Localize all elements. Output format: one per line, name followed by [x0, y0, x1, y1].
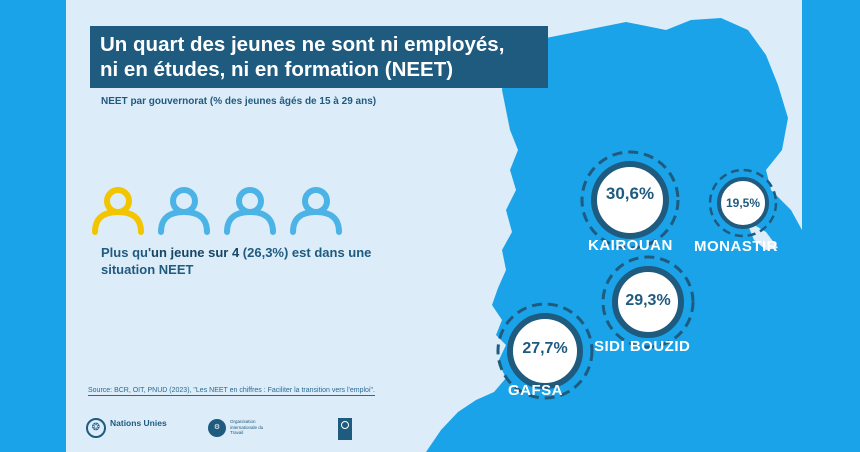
gafsa-value: 27,7% — [522, 340, 568, 357]
person-icon — [224, 187, 276, 235]
kairouan-value: 30,6% — [605, 184, 655, 203]
source-note: Source: BCR, OIT, PNUD (2023), "Les NEET… — [88, 387, 375, 396]
stat-text: Plus qu'un jeune sur 4 (26,3%) est dans … — [101, 244, 381, 278]
person-icon — [290, 187, 342, 235]
oit-emblem-icon: ⚙ — [208, 419, 226, 437]
stat-suffix: (26,3%) est dans une situation NEET — [101, 245, 372, 277]
stat-prefix: Plus qu' — [101, 245, 152, 260]
title-line-2: ni en études, ni en formation (NEET) — [100, 58, 454, 81]
subtitle: NEET par gouvernorat (% des jeunes âgés … — [101, 96, 377, 107]
person-icon — [158, 187, 210, 235]
stat-emphasis: un jeune sur 4 — [151, 245, 240, 260]
un-logo-text: Nations Unies — [110, 418, 167, 428]
sidi-bouzid-circle — [601, 255, 695, 349]
title-box: Un quart des jeunes ne sont ni employés,… — [90, 26, 548, 88]
un-emblem-icon: ❂ — [86, 418, 106, 438]
gafsa-circle — [496, 302, 594, 400]
person-icon-highlighted — [92, 187, 144, 235]
infographic-panel: Un quart des jeunes ne sont ni employés,… — [66, 0, 802, 452]
sidi-bouzid-label: SIDI BOUZID — [594, 338, 691, 355]
oit-logo-text: Organisation internationale du Travail — [230, 419, 264, 435]
pnud-emblem-icon — [341, 421, 349, 429]
sidi-bouzid-value: 29,3% — [625, 292, 671, 309]
people-icons — [90, 186, 350, 236]
monastir-circle — [708, 168, 778, 238]
monastir-value: 19,5% — [725, 196, 761, 210]
kairouan-circle — [580, 150, 680, 250]
map-coast-detail — [746, 220, 778, 250]
title-line-1: Un quart des jeunes ne sont ni employés, — [100, 33, 505, 56]
kairouan-label: KAIROUAN — [588, 237, 673, 254]
gafsa-label: GAFSA — [508, 382, 563, 399]
monastir-label: MONASTIR — [694, 238, 778, 255]
un-logo: ❂ Nations Unies — [86, 418, 167, 438]
oit-logo: ⚙ Organisation internationale du Travail — [208, 418, 288, 438]
pnud-logo — [338, 418, 352, 440]
